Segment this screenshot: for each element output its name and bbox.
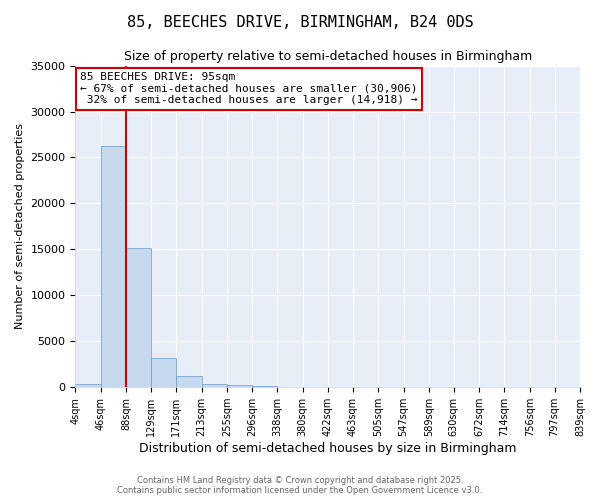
Bar [176, 376, 202, 387]
Y-axis label: Number of semi-detached properties: Number of semi-detached properties [15, 124, 25, 330]
X-axis label: Distribution of semi-detached houses by size in Birmingham: Distribution of semi-detached houses by … [139, 442, 517, 455]
Bar [151, 358, 176, 387]
Text: Contains HM Land Registry data © Crown copyright and database right 2025.
Contai: Contains HM Land Registry data © Crown c… [118, 476, 482, 495]
Bar [101, 146, 126, 387]
Bar [202, 384, 227, 387]
Bar [126, 248, 151, 387]
Text: 85 BEECHES DRIVE: 95sqm
← 67% of semi-detached houses are smaller (30,906)
 32% : 85 BEECHES DRIVE: 95sqm ← 67% of semi-de… [80, 72, 418, 105]
Bar [76, 384, 101, 387]
Bar [227, 386, 252, 387]
Title: Size of property relative to semi-detached houses in Birmingham: Size of property relative to semi-detach… [124, 50, 532, 63]
Text: 85, BEECHES DRIVE, BIRMINGHAM, B24 0DS: 85, BEECHES DRIVE, BIRMINGHAM, B24 0DS [127, 15, 473, 30]
Bar [252, 386, 277, 387]
